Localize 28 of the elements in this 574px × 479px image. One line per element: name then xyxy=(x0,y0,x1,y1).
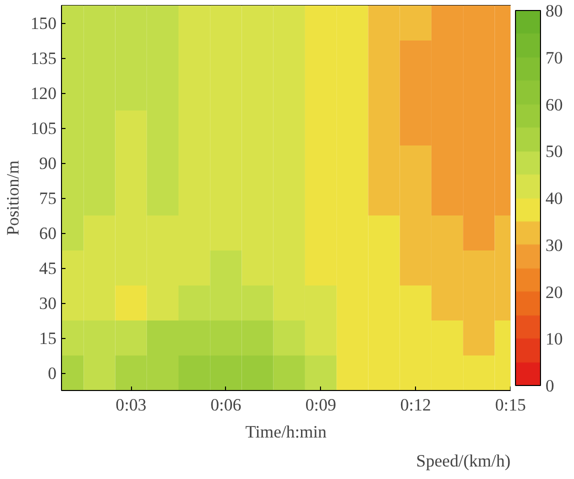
x-axis-title: Time/h:min xyxy=(245,422,327,442)
y-tick-label: 60 xyxy=(39,224,56,243)
color-bar-title: Speed/(km/h) xyxy=(416,452,511,470)
color-bar-label: 40 xyxy=(546,189,563,208)
color-bar-label: 50 xyxy=(546,142,563,162)
y-tick-label: 135 xyxy=(30,49,57,68)
y-tick-label: 45 xyxy=(39,259,56,278)
x-tick-label: 0:15 xyxy=(495,396,526,414)
color-bar-label: 80 xyxy=(546,2,563,20)
x-tick-label: 0:12 xyxy=(400,396,432,414)
y-tick-label: 120 xyxy=(30,84,57,103)
y-tick-label: 75 xyxy=(39,189,56,208)
x-tick-label: 0:06 xyxy=(210,396,242,414)
color-bar-label: 10 xyxy=(546,330,563,349)
color-bar-label: 60 xyxy=(546,95,563,114)
y-axis-title: Position/m xyxy=(4,160,23,236)
x-tick-label: 0:03 xyxy=(116,396,146,414)
y-tick-label: 90 xyxy=(39,154,56,173)
color-bar-label: 30 xyxy=(546,236,563,255)
color-bar-label: 20 xyxy=(546,282,563,302)
y-tick-label: 105 xyxy=(30,119,57,138)
x-tick-label: 0:09 xyxy=(305,396,336,414)
y-tick-label: 15 xyxy=(39,329,56,348)
color-bar-label: 70 xyxy=(546,48,563,68)
y-tick-label: 0 xyxy=(48,364,57,383)
y-tick-label: 150 xyxy=(30,14,57,33)
color-bar-label: 0 xyxy=(546,376,554,396)
y-tick-label: 30 xyxy=(39,294,56,313)
